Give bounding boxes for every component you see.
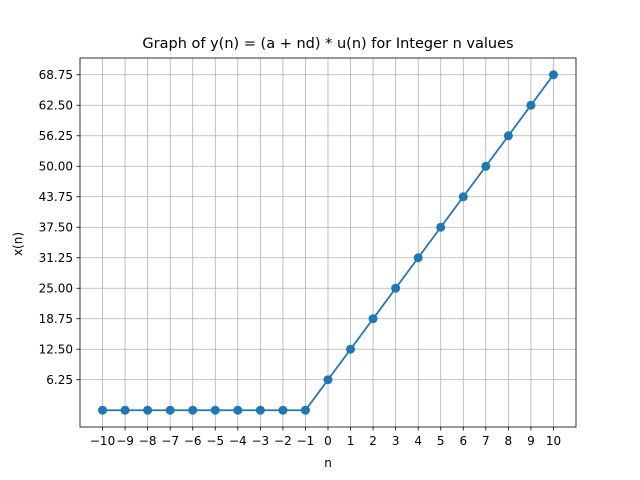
data-point [120,405,130,415]
data-point [188,405,198,415]
data-point [481,161,491,171]
data-point [278,405,288,415]
y-axis: 6.25 12.50 18.75 25.00 31.25 37.50 43.75 50.00 5… [39,68,80,387]
x-tick-label: 0 [324,434,332,448]
data-point [98,405,108,415]
y-tick-label: 6.25 [46,373,73,387]
data-point [368,314,378,324]
x-tick-label: 4 [414,434,422,448]
x-tick-label: −5 [206,434,224,448]
y-tick-label: 12.50 [39,343,73,357]
y-tick-label: 25.00 [39,282,73,296]
x-tick-label: −1 [297,434,315,448]
x-axis: −10 −9 −8 −7 −6 −5 −4 −3 −2 −1 0 1 2 3 4 5 6 7 8 9 10 [90,427,561,448]
x-tick-label: 5 [437,434,445,448]
y-tick-label: 31.25 [39,251,73,265]
y-tick-label: 68.75 [39,68,73,82]
data-point [391,283,401,293]
chart-title: Graph of y(n) = (a + nd) * u(n) for Inte… [142,36,513,52]
y-tick-label: 37.50 [39,221,73,235]
x-tick-label: 10 [546,434,561,448]
x-tick-label: 3 [392,434,400,448]
x-axis-label: n [324,456,332,470]
data-point [346,344,356,354]
x-tick-label: −2 [274,434,292,448]
data-point [233,405,243,415]
data-point [503,131,513,141]
data-point [210,405,220,415]
data-point [323,375,333,385]
data-point [413,253,423,263]
x-tick-label: 7 [482,434,490,448]
data-point [526,100,536,110]
y-tick-label: 43.75 [39,190,73,204]
x-tick-label: 1 [347,434,355,448]
x-tick-label: 9 [527,434,535,448]
data-point [255,405,265,415]
x-tick-label: 6 [459,434,467,448]
data-point [143,405,153,415]
x-tick-label: −3 [252,434,270,448]
x-tick-label: −7 [161,434,179,448]
x-tick-label: 8 [505,434,513,448]
y-tick-label: 62.50 [39,99,73,113]
data-point [458,192,468,202]
data-point [548,70,558,80]
y-tick-label: 18.75 [39,312,73,326]
data-point [165,405,175,415]
data-point [436,222,446,232]
series-layer [98,70,558,415]
x-tick-label: −9 [116,434,134,448]
grid-lines [80,58,576,427]
x-tick-label: −10 [90,434,115,448]
x-tick-label: −4 [229,434,247,448]
x-tick-label: −6 [184,434,202,448]
x-tick-label: −8 [139,434,157,448]
y-axis-label: x(n) [11,232,25,256]
data-point [300,405,310,415]
x-tick-label: 2 [369,434,377,448]
y-tick-label: 56.25 [39,129,73,143]
y-tick-label: 50.00 [39,160,73,174]
